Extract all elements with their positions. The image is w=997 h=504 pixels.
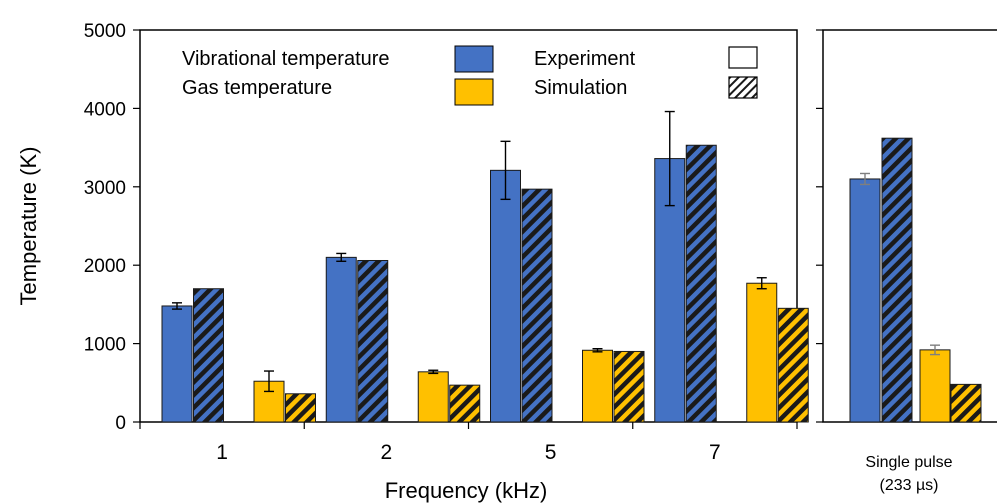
y-axis-title: Temperature (K) (16, 147, 41, 306)
legend-swatch-experiment (728, 46, 758, 69)
y-tick-label: 2000 (84, 256, 126, 277)
x-tick-label: 7 (709, 441, 721, 464)
legend-label-gas: Gas temperature (182, 77, 332, 99)
single-pulse-bars (849, 137, 982, 423)
bar-vibrational-solid-2 (325, 256, 357, 423)
single-pulse-label-line2: (233 µs) (879, 477, 938, 494)
bar-gas-solid-5 (582, 349, 613, 423)
single-pulse-label-line1: Single pulse (865, 454, 952, 471)
main-bars (161, 110, 809, 423)
legend-swatch-vibrational (454, 45, 494, 73)
bar-vibrational-solid-1 (161, 305, 193, 423)
x-tick-label: 5 (545, 441, 557, 464)
bar-vibrational-hatched-5 (521, 188, 553, 423)
bar-vibrational-hatched-1 (193, 288, 224, 423)
legend-label-simulation: Simulation (534, 77, 627, 99)
y-tick-label: 3000 (84, 178, 126, 199)
legend-swatch-simulation (728, 76, 758, 99)
x-axis-title: Frequency (kHz) (385, 478, 548, 503)
single-pulse-y-axis (816, 29, 823, 423)
bar-gas-hatched-2 (449, 384, 481, 423)
legend-label-experiment: Experiment (534, 48, 636, 70)
legend-swatch-gas (454, 78, 494, 106)
single-pulse-bar-vibrational-solid (849, 178, 881, 423)
bar-gas-hatched-1 (285, 393, 316, 423)
bar-gas-hatched-7 (777, 307, 809, 423)
y-tick-label: 5000 (84, 21, 126, 42)
legend: Vibrational temperature Gas temperature … (182, 45, 758, 106)
bar-gas-hatched-5 (613, 350, 645, 423)
bar-gas-solid-7 (746, 282, 778, 423)
bar-vibrational-solid-5 (490, 169, 521, 423)
y-tick-label: 1000 (84, 335, 126, 356)
main-x-axis: 1 2 5 7 (139, 422, 798, 464)
bar-vibrational-hatched-2 (357, 259, 389, 423)
main-y-axis: 0 1000 2000 3000 4000 5000 (84, 21, 140, 434)
bar-vibrational-hatched-7 (685, 144, 717, 423)
y-tick-label: 4000 (84, 99, 126, 120)
single-pulse-bar-gas-solid (919, 349, 951, 423)
legend-label-vibrational: Vibrational temperature (182, 48, 390, 70)
y-tick-label: 0 (115, 413, 126, 434)
single-pulse-panel-frame (822, 29, 997, 423)
x-tick-label: 2 (381, 441, 393, 464)
bar-gas-solid-2 (417, 371, 449, 423)
single-pulse-bar-gas-hatched (950, 383, 982, 423)
x-tick-label: 1 (216, 441, 228, 464)
single-pulse-bar-vibrational-hatched (881, 137, 913, 423)
